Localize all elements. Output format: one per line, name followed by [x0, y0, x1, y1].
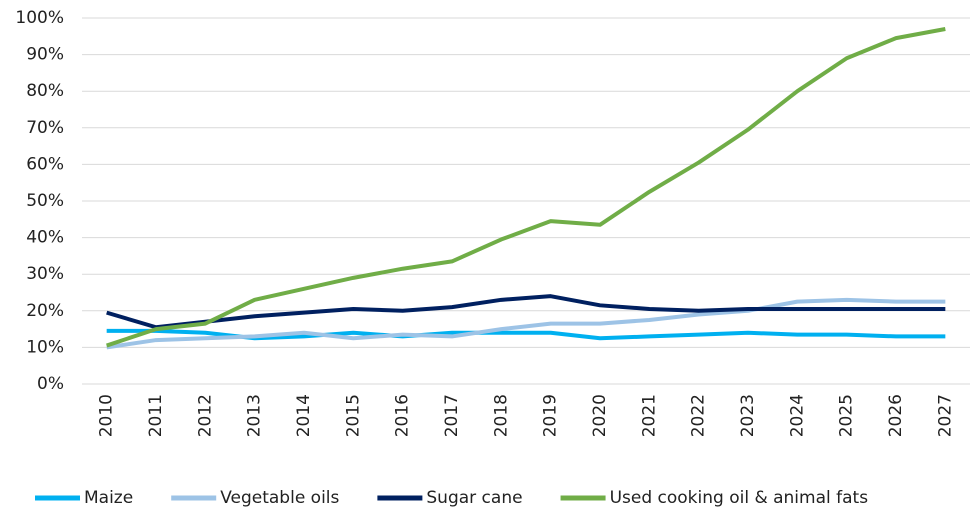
y-tick-label: 70%: [26, 118, 64, 138]
legend-label: Vegetable oils: [220, 488, 339, 508]
x-tick-label: 2012: [195, 394, 215, 437]
x-tick-label: 2015: [343, 394, 363, 437]
x-tick-label: 2023: [738, 394, 758, 437]
x-tick-label: 2013: [245, 394, 265, 437]
x-tick-label: 2017: [442, 394, 462, 437]
y-tick-label: 50%: [26, 191, 64, 211]
y-tick-label: 80%: [26, 81, 64, 101]
series-line: [106, 294, 946, 330]
x-tick-label: 2014: [294, 394, 314, 437]
y-tick-label: 0%: [37, 374, 64, 394]
x-tick-label: 2025: [837, 394, 857, 437]
x-tick-label: 2010: [97, 394, 117, 437]
x-tick-label: 2019: [541, 394, 561, 437]
x-tick-label: 2018: [491, 394, 511, 437]
x-tick-label: 2027: [935, 394, 955, 437]
x-tick-label: 2022: [689, 394, 709, 437]
y-tick-label: 60%: [26, 154, 64, 174]
x-tick-label: 2024: [787, 394, 807, 437]
x-tick-label: 2011: [146, 394, 166, 437]
y-tick-label: 10%: [26, 337, 64, 357]
x-tick-label: 2021: [639, 394, 659, 437]
x-tick-label: 2016: [393, 394, 413, 437]
x-tick-label: 2026: [886, 394, 906, 437]
y-tick-label: 40%: [26, 228, 64, 248]
x-tick-label: 2020: [590, 394, 610, 437]
y-tick-label: 100%: [15, 8, 64, 28]
y-tick-label: 20%: [26, 301, 64, 321]
series-line: [106, 27, 946, 348]
y-tick-label: 90%: [26, 45, 64, 65]
legend-label: Used cooking oil & animal fats: [610, 488, 869, 508]
series-line: [106, 297, 946, 350]
y-tick-label: 30%: [26, 264, 64, 284]
legend-label: Sugar cane: [426, 488, 522, 508]
legend-label: Maize: [84, 488, 133, 508]
